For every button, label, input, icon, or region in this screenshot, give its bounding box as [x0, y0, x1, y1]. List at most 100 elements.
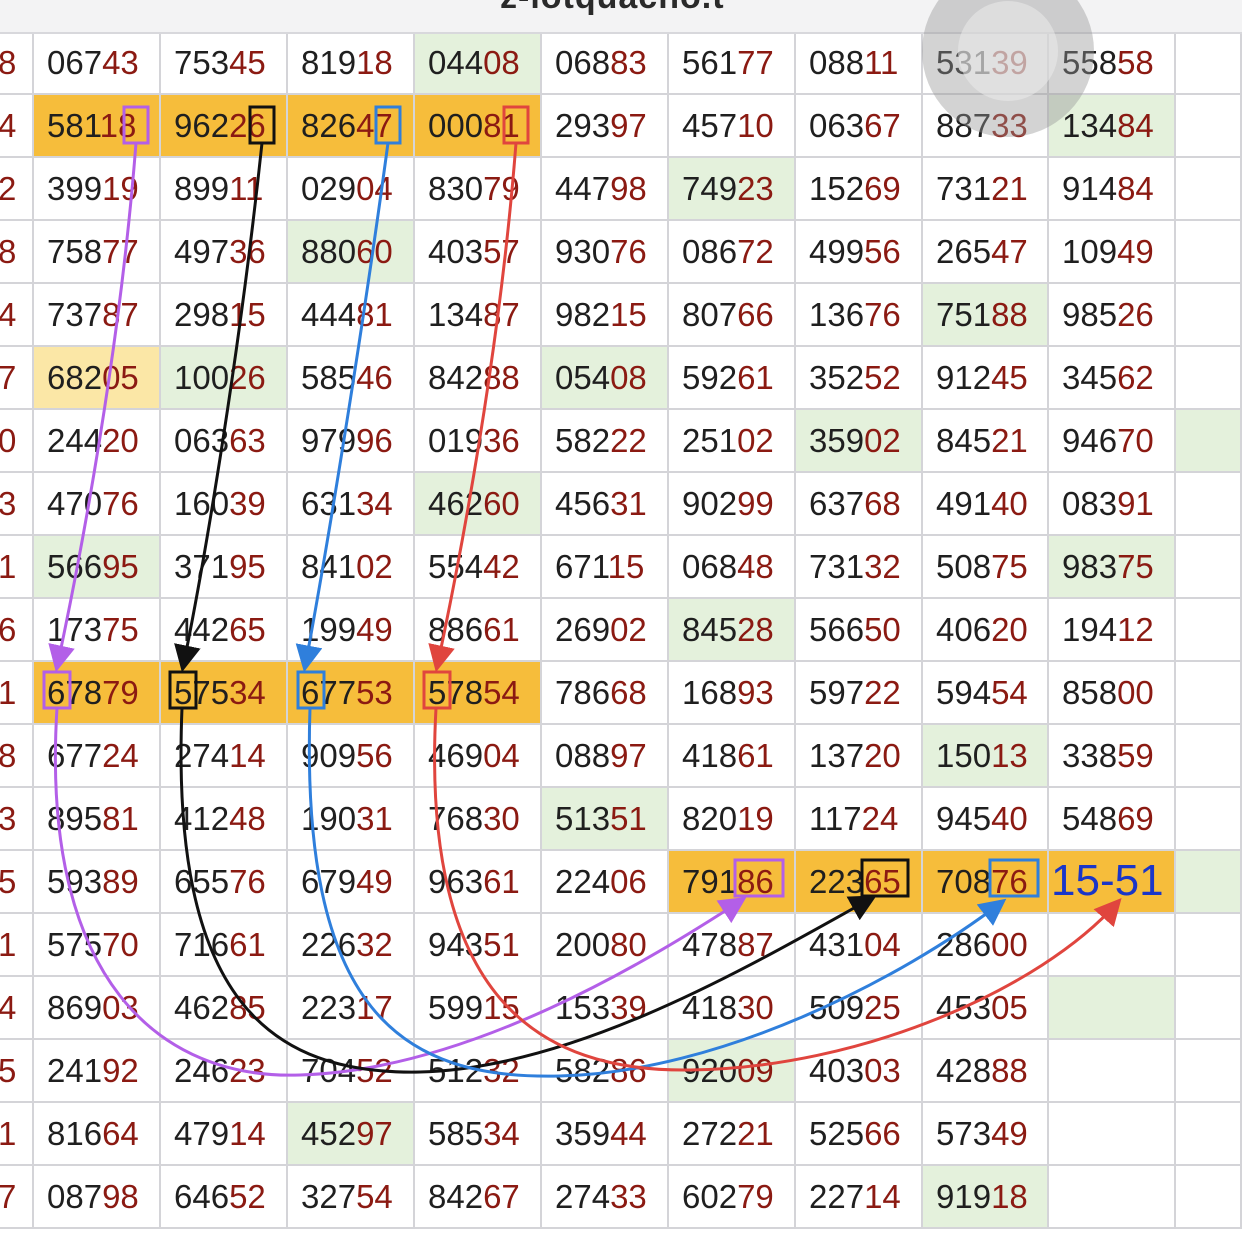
number-cell: 73787	[34, 284, 161, 347]
number-cell: 60279	[669, 1166, 796, 1229]
number-cell	[1176, 788, 1242, 851]
number-cell: 90299	[669, 473, 796, 536]
number-cell: 90956	[288, 725, 415, 788]
number-cell: 26902	[542, 599, 669, 662]
number-cell: 11724	[796, 788, 923, 851]
row-prefix-digit: 1	[0, 1103, 34, 1166]
number-cell	[1049, 1166, 1176, 1229]
number-cell: 96226	[161, 95, 288, 158]
number-cell	[1176, 914, 1242, 977]
number-cell: 19031	[288, 788, 415, 851]
number-cell: 74923	[669, 158, 796, 221]
number-cell: 75188	[923, 284, 1049, 347]
number-cell: 58118	[34, 95, 161, 158]
number-cell: 68205	[34, 347, 161, 410]
number-cell: 24623	[161, 1040, 288, 1103]
number-cell: 08897	[542, 725, 669, 788]
number-cell: 13487	[415, 284, 542, 347]
number-cell: 59915	[415, 977, 542, 1040]
number-cell: 15339	[542, 977, 669, 1040]
number-cell: 56650	[796, 599, 923, 662]
number-cell: 98215	[542, 284, 669, 347]
row-prefix-digit: 8	[0, 221, 34, 284]
number-cell: 59261	[669, 347, 796, 410]
number-cell: 47887	[669, 914, 796, 977]
number-cell: 10949	[1049, 221, 1176, 284]
number-cell	[1176, 1166, 1242, 1229]
number-cell	[1176, 410, 1242, 473]
number-cell: 02904	[288, 158, 415, 221]
number-cell: 57570	[34, 914, 161, 977]
row-prefix-digit: 8	[0, 725, 34, 788]
number-cell: 06363	[161, 410, 288, 473]
number-cell: 49736	[161, 221, 288, 284]
number-cell: 06743	[34, 32, 161, 95]
number-cell: 88661	[415, 599, 542, 662]
number-cell: 83079	[415, 158, 542, 221]
number-cell: 08391	[1049, 473, 1176, 536]
number-cell: 06883	[542, 32, 669, 95]
number-cell: 04408	[415, 32, 542, 95]
number-cell: 45297	[288, 1103, 415, 1166]
number-cell: 51351	[542, 788, 669, 851]
number-cell: 20080	[542, 914, 669, 977]
number-cell: 58222	[542, 410, 669, 473]
number-cell: 06367	[796, 95, 923, 158]
number-cell: 46285	[161, 977, 288, 1040]
number-cell	[1176, 1103, 1242, 1166]
number-cell: 33859	[1049, 725, 1176, 788]
number-cell: 49956	[796, 221, 923, 284]
number-cell: 50925	[796, 977, 923, 1040]
number-cell: 67724	[34, 725, 161, 788]
number-cell	[1176, 347, 1242, 410]
number-cell: 82647	[288, 95, 415, 158]
number-cell: 82019	[669, 788, 796, 851]
number-cell: 97996	[288, 410, 415, 473]
number-cell: 91484	[1049, 158, 1176, 221]
number-cell: 52566	[796, 1103, 923, 1166]
number-cell	[1049, 1040, 1176, 1103]
number-cell	[1176, 32, 1242, 95]
number-cell: 78668	[542, 662, 669, 725]
number-cell: 19412	[1049, 599, 1176, 662]
number-cell: 58286	[542, 1040, 669, 1103]
number-cell: 06848	[669, 536, 796, 599]
number-cell: 88060	[288, 221, 415, 284]
number-cell: 27433	[542, 1166, 669, 1229]
row-prefix-digit: 1	[0, 536, 34, 599]
number-cell: 22632	[288, 914, 415, 977]
number-cell: 76830	[415, 788, 542, 851]
row-prefix-digit: 8	[0, 32, 34, 95]
number-cell: 63134	[288, 473, 415, 536]
number-cell: 70876	[923, 851, 1049, 914]
number-cell: 13484	[1049, 95, 1176, 158]
number-cell: 59389	[34, 851, 161, 914]
screen-record-button[interactable]	[922, 0, 1094, 137]
row-prefix-digit: 5	[0, 851, 34, 914]
number-cell: 41830	[669, 977, 796, 1040]
number-cell: 34562	[1049, 347, 1176, 410]
number-cell: 54869	[1049, 788, 1176, 851]
number-cell	[1176, 977, 1242, 1040]
number-cell: 26547	[923, 221, 1049, 284]
number-cell: 75877	[34, 221, 161, 284]
number-cell: 67879	[34, 662, 161, 725]
app-title: z-lotquacho.t	[500, 0, 725, 17]
row-prefix-digit: 4	[0, 284, 34, 347]
row-prefix-digit: 1	[0, 662, 34, 725]
number-cell	[1176, 536, 1242, 599]
number-cell: 91245	[923, 347, 1049, 410]
number-cell: 58534	[415, 1103, 542, 1166]
number-cell: 32754	[288, 1166, 415, 1229]
number-cell: 94351	[415, 914, 542, 977]
number-cell: 16039	[161, 473, 288, 536]
number-cell: 73132	[796, 536, 923, 599]
number-cell: 56177	[669, 32, 796, 95]
row-prefix-digit: 0	[0, 410, 34, 473]
row-prefix-digit: 2	[0, 158, 34, 221]
record-button-inner[interactable]	[958, 1, 1058, 101]
row-prefix-digit: 6	[0, 599, 34, 662]
number-cell: 46260	[415, 473, 542, 536]
number-cell	[1176, 284, 1242, 347]
number-cell: 67115	[542, 536, 669, 599]
